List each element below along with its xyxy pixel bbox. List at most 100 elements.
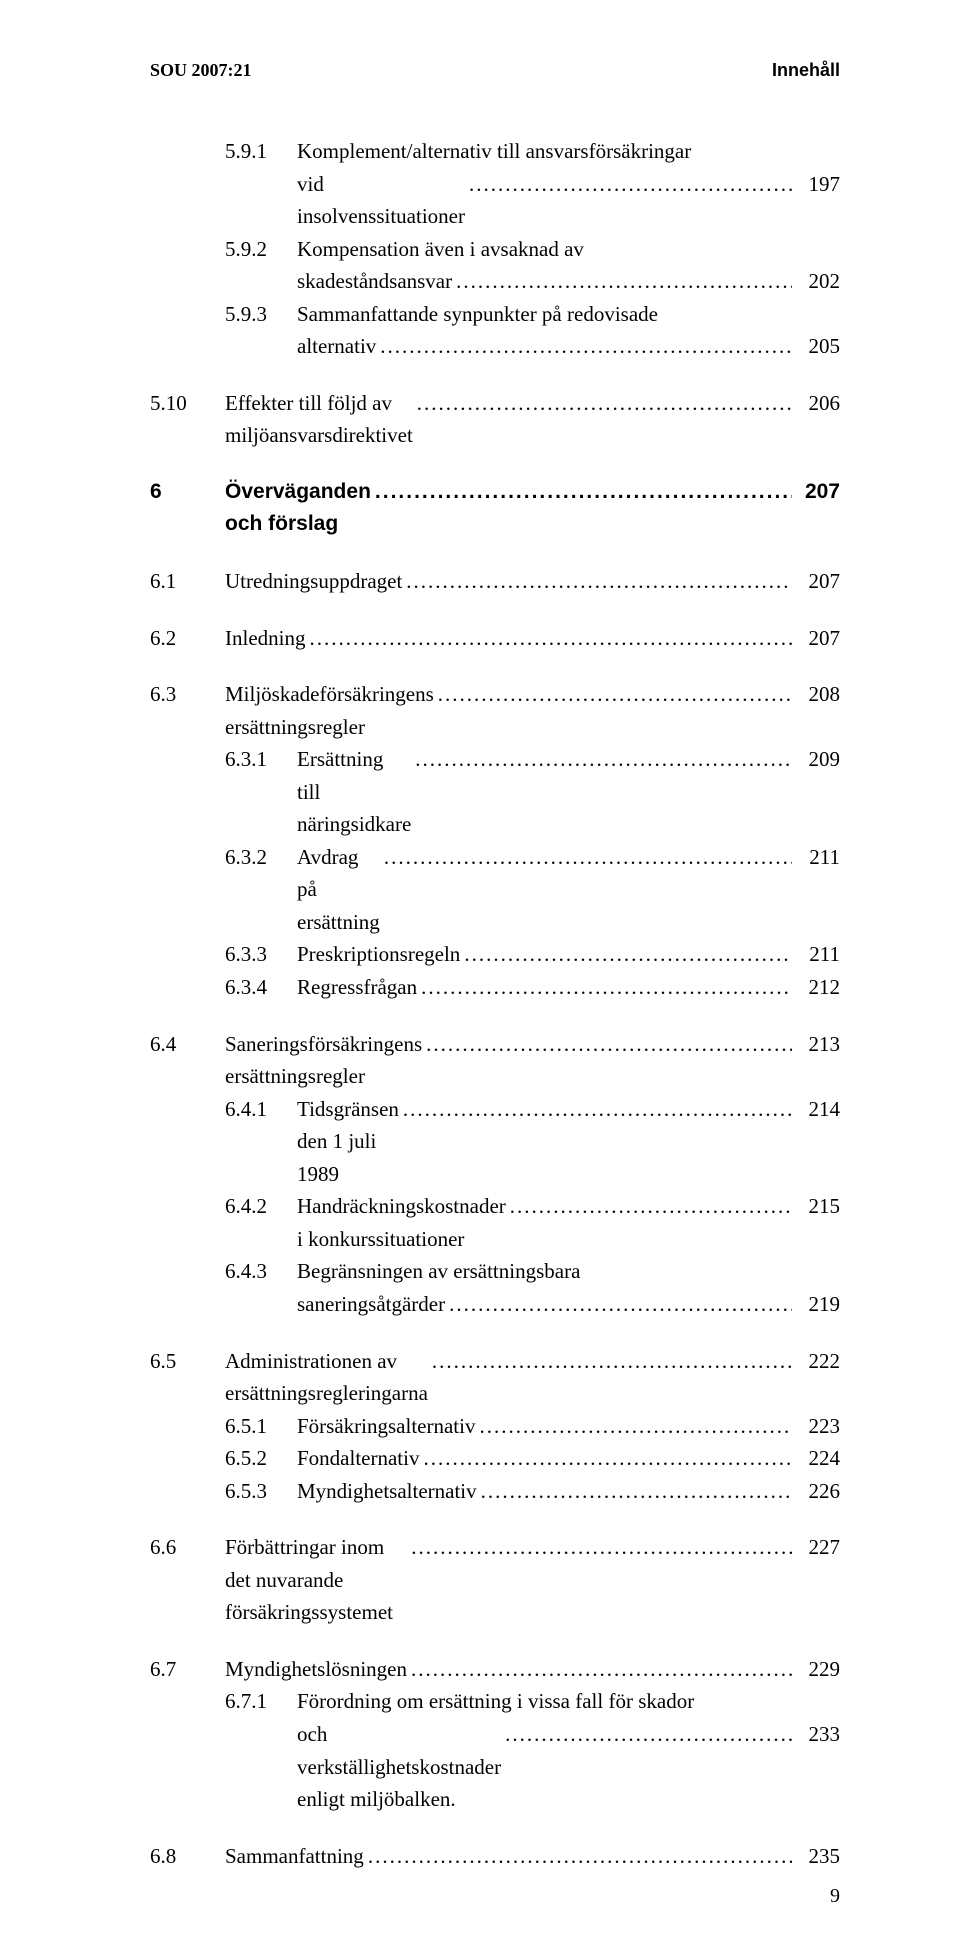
toc-entry: 6.5.3Myndighetsalternativ226 [150,1475,840,1508]
toc-leader [452,265,792,298]
toc-title: Effekter till följd av miljöansvarsdirek… [225,387,413,452]
toc-page: 213 [792,1028,840,1061]
toc-entry: 6.5.1Försäkringsalternativ223 [150,1410,840,1443]
toc-leader [422,1028,792,1061]
toc-page: 235 [792,1840,840,1873]
toc-entry: 6.3Miljöskadeförsäkringens ersättningsre… [150,678,840,743]
toc-block: 5.10Effekter till följd av miljöansvarsd… [150,387,840,452]
toc-number: 6.8 [150,1840,225,1873]
toc-title: Tidsgränsen den 1 juli 1989 [297,1093,399,1191]
toc-leader [376,330,792,363]
toc-title: Avdrag på ersättning [297,841,380,939]
toc-page: 224 [792,1442,840,1475]
toc-page: 229 [792,1653,840,1686]
toc-leader [399,1093,792,1126]
page: SOU 2007:21 Innehåll 5.9.1Komplement/alt… [0,0,960,1946]
toc-leader [445,1288,792,1321]
toc-page: 207 [792,476,840,509]
toc-block: 6Överväganden och förslag207 [150,476,840,541]
toc-block: 6.1Utredningsuppdraget 207 [150,565,840,598]
toc-number: 5.9.3 [225,298,297,331]
toc-title-continuation: vid insolvenssituationer [297,168,465,233]
toc-entry: 5.9.2Kompensation även i avsaknad av [150,233,840,266]
toc-title-continuation: saneringsåtgärder [297,1288,445,1321]
toc-leader [506,1190,792,1223]
toc-leader [411,743,792,776]
toc-block: 5.9.1Komplement/alternativ till ansvarsf… [150,135,840,363]
toc-title: Kompensation även i avsaknad av [297,233,584,266]
toc-title: Preskriptionsregeln [297,938,460,971]
toc-leader [417,971,792,1004]
toc-leader [428,1345,792,1378]
toc-page: 223 [792,1410,840,1443]
toc-page: 211 [792,841,840,874]
toc-leader [380,841,792,874]
toc-entry: 6.4.3Begränsningen av ersättningsbara [150,1255,840,1288]
toc-entry-continuation: saneringsåtgärder219 [150,1288,840,1321]
toc-number: 6.1 [150,565,225,598]
toc-leader [465,168,792,201]
toc-number: 6.4.2 [225,1190,297,1223]
toc-title: Sammanfattning [225,1840,364,1873]
toc-page: 207 [792,565,840,598]
toc-title: Handräckningskostnader i konkurssituatio… [297,1190,506,1255]
toc-page: 212 [792,971,840,1004]
toc-block: 6.6Förbättringar inom det nuvarande förs… [150,1531,840,1629]
toc-number: 6.3.3 [225,938,297,971]
toc-number: 6.6 [150,1531,225,1564]
toc-entry: 6.7Myndighetslösningen229 [150,1653,840,1686]
toc-title: Miljöskadeförsäkringens ersättningsregle… [225,678,434,743]
toc-block: 6.2Inledning207 [150,622,840,655]
toc-block: 6.4Saneringsförsäkringens ersättningsreg… [150,1028,840,1321]
toc-leader [407,1531,792,1564]
toc-block: 6.3Miljöskadeförsäkringens ersättningsre… [150,678,840,1003]
toc-number: 5.9.2 [225,233,297,266]
toc-page: 206 [792,387,840,420]
toc-title: Försäkringsalternativ [297,1410,475,1443]
toc-page: 227 [792,1531,840,1564]
toc-title: Förbättringar inom det nuvarande försäkr… [225,1531,407,1629]
toc-number: 6.2 [150,622,225,655]
toc-title: Förordning om ersättning i vissa fall fö… [297,1685,694,1718]
toc-title: Begränsningen av ersättningsbara [297,1255,580,1288]
table-of-contents: 5.9.1Komplement/alternativ till ansvarsf… [150,135,840,1872]
toc-page: 197 [792,168,840,201]
toc-page: 233 [792,1718,840,1751]
toc-entry: 6.7.1Förordning om ersättning i vissa fa… [150,1685,840,1718]
toc-number: 6.3 [150,678,225,711]
toc-entry: 6.3.2Avdrag på ersättning211 [150,841,840,939]
toc-leader [364,1840,792,1873]
toc-page: 208 [792,678,840,711]
toc-entry: 5.10Effekter till följd av miljöansvarsd… [150,387,840,452]
toc-title: Saneringsförsäkringens ersättningsregler [225,1028,422,1093]
toc-entry-continuation: alternativ205 [150,330,840,363]
toc-leader [305,622,792,655]
toc-number: 6.4.1 [225,1093,297,1126]
toc-page: 205 [792,330,840,363]
toc-number: 6.7 [150,1653,225,1686]
toc-number: 6.4.3 [225,1255,297,1288]
toc-number: 6.5.2 [225,1442,297,1475]
toc-entry: 6.3.3Preskriptionsregeln211 [150,938,840,971]
toc-leader [407,1653,792,1686]
toc-title: Sammanfattande synpunkter på redovisade [297,298,658,331]
toc-title: Regressfrågan [297,971,417,1004]
toc-title-continuation: och verkställighetskostnader enligt milj… [297,1718,501,1816]
toc-page: 207 [792,622,840,655]
toc-entry: 5.9.1Komplement/alternativ till ansvarsf… [150,135,840,168]
page-header: SOU 2007:21 Innehåll [150,60,840,81]
toc-page: 202 [792,265,840,298]
toc-entry: 6.1Utredningsuppdraget 207 [150,565,840,598]
toc-number: 6 [150,476,225,509]
toc-number: 6.4 [150,1028,225,1061]
toc-entry-continuation: vid insolvenssituationer 197 [150,168,840,233]
page-number: 9 [830,1885,840,1908]
toc-entry: 6.4.1Tidsgränsen den 1 juli 1989 214 [150,1093,840,1191]
toc-title: Komplement/alternativ till ansvarsförsäk… [297,135,691,168]
toc-entry-continuation: och verkställighetskostnader enligt milj… [150,1718,840,1816]
toc-entry: 6.5.2Fondalternativ224 [150,1442,840,1475]
toc-title: Utredningsuppdraget [225,565,402,598]
toc-page: 214 [792,1093,840,1126]
toc-entry: 6.8Sammanfattning 235 [150,1840,840,1873]
toc-block: 6.5Administrationen av ersättningsregler… [150,1345,840,1508]
